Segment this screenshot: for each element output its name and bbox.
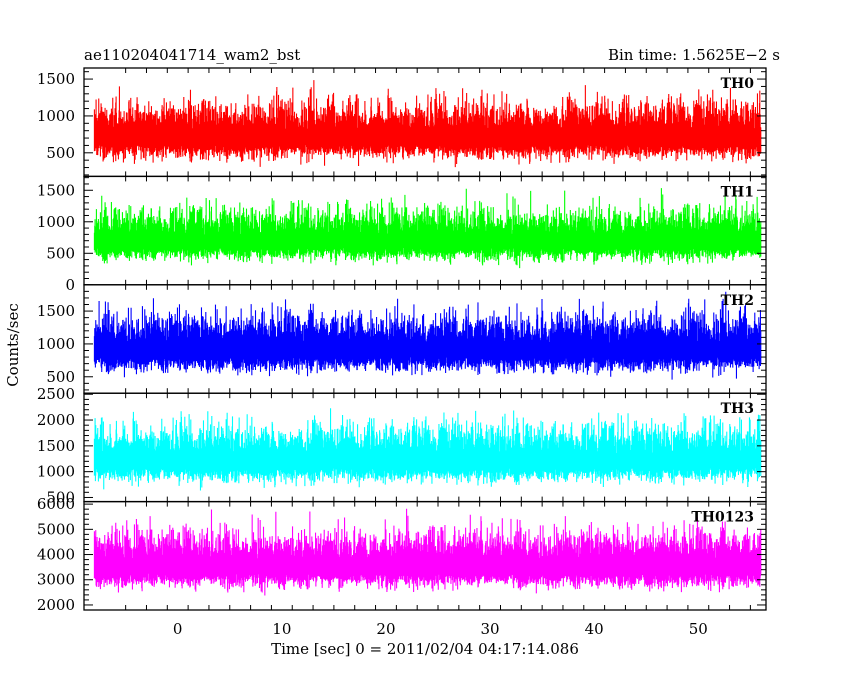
y-tick-label: 4000: [37, 546, 75, 564]
x-axis-label: Time [sec] 0 = 2011/02/04 04:17:14.086: [271, 640, 579, 658]
x-tick-label: 50: [689, 620, 708, 638]
x-tick-label: 0: [173, 620, 183, 638]
series-th0123-trace: [93, 508, 762, 596]
y-tick-label: 1500: [37, 181, 75, 199]
y-tick-label: 1500: [37, 437, 75, 455]
y-tick-label: 0: [65, 276, 75, 294]
y-tick-label: 500: [46, 244, 75, 262]
y-tick-label: 1000: [37, 213, 75, 231]
y-tick-label: 5000: [37, 520, 75, 538]
panel-label-th2: TH2: [721, 293, 754, 309]
panel-th0123: 2000 3000 4000 5000 6000 TH0123: [37, 495, 767, 614]
y-axis-label: Counts/sec: [4, 303, 22, 387]
series-th2-trace: [93, 291, 762, 380]
panels: 500 1000 1500 TH0 0 500 1000 1500 TH1 500 1000 1500…: [37, 67, 767, 614]
y-tick-label: 2000: [37, 411, 75, 429]
y-tick-label: 2000: [37, 596, 75, 614]
panel-th2: 500 1000 1500 TH2: [37, 284, 767, 394]
y-tick-label: 1000: [37, 107, 75, 125]
y-tick-label: 3000: [37, 571, 75, 589]
chart-title: ae110204041714_wam2_bst: [84, 46, 300, 64]
y-tick-label: 500: [46, 368, 75, 386]
panel-th0: 500 1000 1500 TH0: [37, 67, 767, 178]
y-tick-label: 500: [46, 144, 75, 162]
series-th3-trace: [93, 408, 762, 491]
panel-label-th1: TH1: [721, 184, 754, 200]
panel-label-th3: TH3: [721, 401, 754, 417]
panel-th1: 0 500 1000 1500 TH1: [37, 175, 767, 294]
y-tick-label: 1500: [37, 302, 75, 320]
x-axis: 0 10 20 30 40 50: [173, 620, 708, 638]
y-tick-label: 1000: [37, 335, 75, 353]
y-tick-label: 2500: [37, 385, 75, 403]
x-tick-label: 10: [272, 620, 291, 638]
y-tick-label: 1500: [37, 70, 75, 88]
panel-label-th0123: TH0123: [691, 510, 754, 526]
panel-frame: [83, 500, 767, 611]
y-tick-label: 500: [46, 488, 75, 506]
y-tick-label: 1000: [37, 463, 75, 481]
x-tick-label: 30: [481, 620, 500, 638]
bin-time-label: Bin time: 1.5625E−2 s: [608, 46, 780, 64]
panel-label-th0: TH0: [721, 76, 755, 92]
y-tick-label: 6000: [37, 495, 75, 513]
series-th0-trace: [93, 80, 762, 168]
x-tick-label: 40: [585, 620, 604, 638]
series-th1-trace: [93, 188, 762, 269]
panel-th3: 500 1000 1500 2000 2500 TH3: [37, 385, 767, 506]
x-tick-label: 20: [376, 620, 395, 638]
